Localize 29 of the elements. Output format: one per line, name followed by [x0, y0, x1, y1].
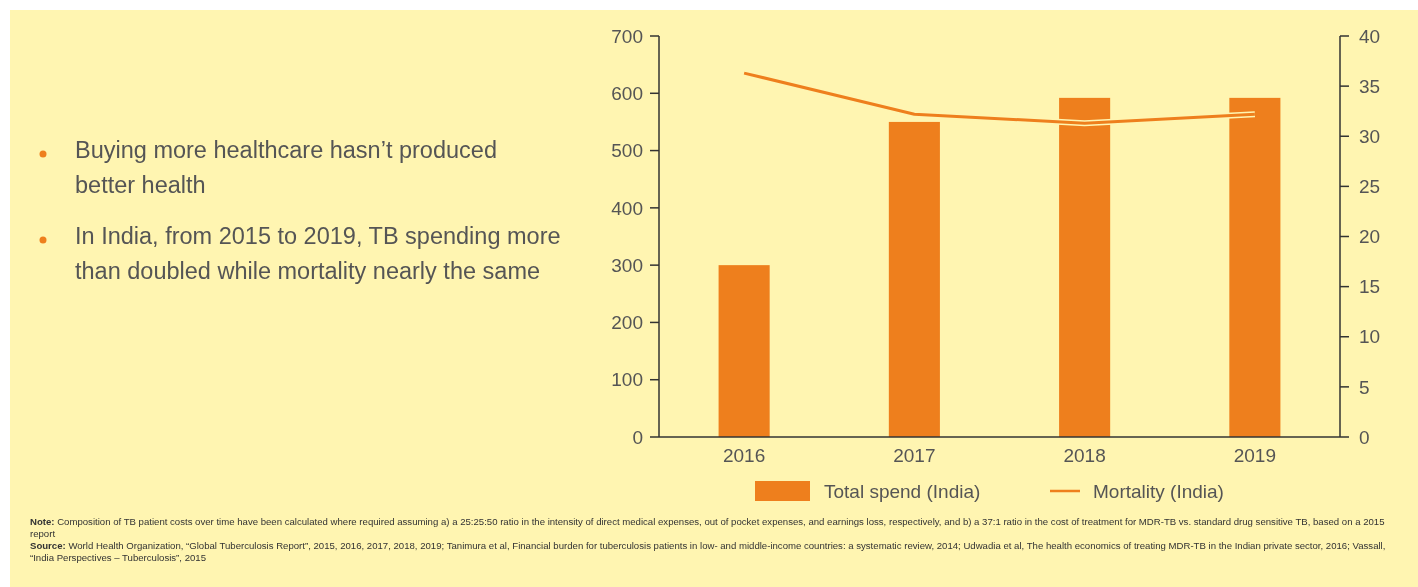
y-tick-label: 600 [611, 82, 643, 104]
text: Note: Composition of TB patient costs over time have been calculated where required assuming a) a 25:25:50 ratio in the intensity of direct medical expenses, out of pocket expenses, and earnings loss, respectively, and b) a 37:1 ratio in the cost of treatment for MDR-TB vs. standard drug sensitive TB, based on a 2015 report [30, 516, 1386, 540]
y2-tick-label: 0 [1359, 426, 1370, 448]
x-tick-label: 2019 [1233, 445, 1277, 466]
y2-tick-label: 35 [1359, 75, 1381, 97]
text: Buying more healthcare hasn’t produced better health [75, 136, 498, 200]
x-tick-label: 2016 [722, 445, 766, 466]
text: In India, from 2015 to 2019, TB spending more than doubled while mortality nearly the same [75, 222, 562, 286]
y-tick-label: 100 [611, 369, 643, 391]
y2-tick-label: 5 [1359, 376, 1370, 398]
y-tick-label: 0 [632, 426, 643, 448]
source-note: Source: World Health Organization, “Global Tuberculosis Report”, 2015, 2016, 2017, 2018, 2019; Tanimura et al, Financial burden for tuberculosis patients in low- and middle-income countries: a systematic review, 2014; Udwadia et al, The health economics of treating MDR-TB in the Indian private sector, 2016; Vassall, “India Perspectives – Tuberculosis”, 2015 [30, 540, 1387, 564]
y2-tick-label: 30 [1359, 125, 1381, 147]
y2-tick-label: 15 [1359, 276, 1381, 298]
y2-tick-label: 40 [1359, 25, 1381, 47]
y-tick-label: 700 [611, 25, 643, 47]
legend-label: Mortality (India) [1093, 480, 1224, 502]
y-tick-label: 300 [611, 254, 643, 276]
bar [888, 121, 940, 437]
x-tick-label: 2018 [1063, 445, 1106, 466]
y-tick-label: 200 [611, 312, 643, 334]
legend-label: Total spend (India) [824, 480, 981, 502]
y2-tick-label: 10 [1359, 326, 1381, 348]
y2-tick-label: 25 [1359, 176, 1381, 198]
y-tick-label: 400 [611, 197, 643, 219]
bar [718, 265, 770, 437]
y-tick-label: 500 [611, 140, 643, 162]
x-tick-label: 2017 [893, 445, 936, 466]
y2-tick-label: 20 [1359, 226, 1381, 248]
